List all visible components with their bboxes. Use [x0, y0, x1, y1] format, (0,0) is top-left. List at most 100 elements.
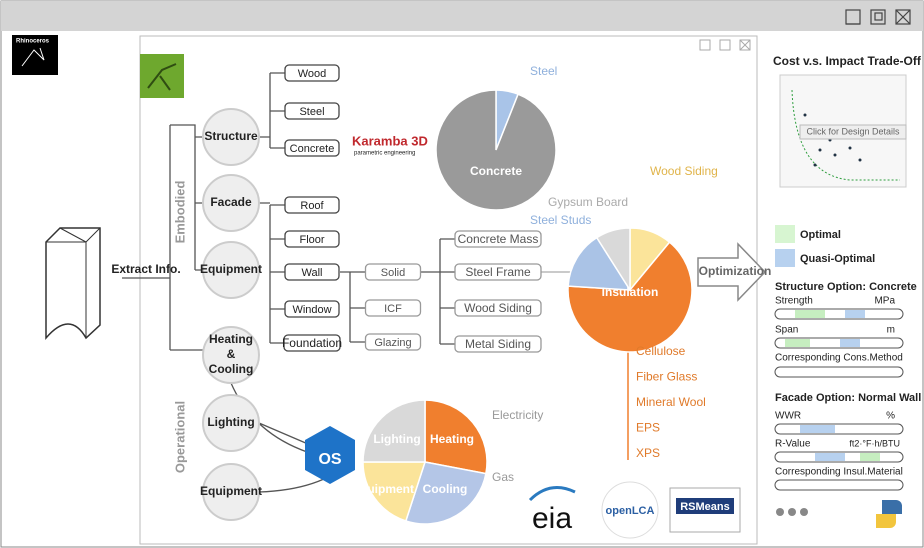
- tree-node: Equipment: [200, 463, 262, 521]
- node-label: Equipment: [200, 262, 262, 276]
- sliders[interactable]: [774, 308, 904, 491]
- box-label: Glazing: [374, 337, 411, 349]
- openstudio-logo: [305, 426, 355, 484]
- tree-box[interactable]: Concrete Mass: [454, 230, 542, 248]
- pareto-front: [791, 89, 900, 181]
- pie-slice: [567, 236, 632, 291]
- group-label: Operational: [172, 401, 187, 473]
- box-label: Foundation: [282, 336, 342, 350]
- logo-text: OS: [318, 451, 341, 468]
- pie-slice: [424, 399, 488, 475]
- tree-box[interactable]: Wood Siding: [454, 299, 542, 317]
- param-label: Corresponding Insul.Material: [775, 467, 903, 478]
- tree-box[interactable]: Concrete: [284, 139, 340, 157]
- box-label: Wood: [298, 68, 327, 80]
- pie-slice: [362, 461, 427, 522]
- tree-box[interactable]: Solid: [364, 263, 422, 281]
- box-label: Solid: [381, 267, 405, 279]
- pie-label: Steel Studs: [530, 213, 591, 227]
- karamba-tagline: parametric engineering: [354, 151, 415, 157]
- box: [454, 335, 542, 353]
- grasshopper-mark: [147, 63, 177, 91]
- node-circle: [202, 241, 260, 299]
- legend-label: Optimal: [800, 229, 841, 241]
- logo-text: RSMeans: [680, 501, 730, 513]
- tree-lines: [122, 72, 455, 351]
- python-logo: [882, 500, 902, 514]
- node-circle: [202, 394, 260, 452]
- section-title: Structure Option: Concrete: [775, 281, 917, 293]
- panel-title: Cost v.s. Impact Trade-Off: [773, 54, 922, 68]
- eia-logo: eia: [532, 502, 572, 535]
- tree-node: Lighting: [202, 394, 260, 452]
- grasshopper-logo: [140, 54, 184, 98]
- material-label: Fiber Glass: [636, 370, 697, 384]
- material-label: Cellulose: [636, 344, 686, 358]
- box: [454, 230, 542, 248]
- tree-box[interactable]: Wall: [284, 263, 340, 281]
- tree-node: Equipment: [200, 241, 262, 299]
- building-edge: [46, 227, 101, 338]
- node-label: Equipment: [200, 484, 262, 498]
- canvas-controls[interactable]: [699, 39, 751, 51]
- tree-box[interactable]: Foundation: [282, 334, 342, 352]
- pie-label: Concrete: [470, 164, 522, 178]
- logo-text: openLCA: [606, 505, 655, 517]
- group-label: Embodied: [172, 181, 187, 244]
- tree-box[interactable]: Window: [284, 300, 340, 318]
- logo-text: Rhinoceros: [16, 39, 50, 45]
- node-label: Lighting: [207, 415, 254, 429]
- scatter-dots: [803, 113, 862, 167]
- rhino-logo: [12, 35, 58, 75]
- python-logo: [876, 514, 896, 528]
- tree-box[interactable]: Roof: [284, 196, 340, 214]
- building-edge: [59, 227, 87, 243]
- section-title: Facade Option: Normal Wall: [775, 392, 921, 404]
- pager-dots[interactable]: [776, 508, 808, 516]
- box: [284, 230, 340, 248]
- box: [283, 334, 341, 352]
- node-label: Facade: [210, 195, 252, 209]
- root-text: Extract Info.: [111, 262, 180, 276]
- eia-swoosh: [528, 486, 576, 502]
- box: [284, 64, 340, 82]
- box: [364, 263, 422, 281]
- tree-box[interactable]: Steel: [284, 102, 340, 120]
- window-controls[interactable]: [845, 9, 911, 25]
- title-bar: [1, 1, 923, 31]
- legend-swatch: [775, 225, 795, 243]
- tree-box[interactable]: Glazing: [364, 333, 422, 351]
- tooltip: [799, 124, 907, 140]
- param-label: Span: [775, 325, 798, 336]
- box-label: Window: [292, 304, 331, 316]
- param-unit: MPa: [874, 296, 895, 307]
- box-label: Roof: [300, 200, 324, 212]
- tree-box[interactable]: Floor: [284, 230, 340, 248]
- logo-mark: [21, 47, 45, 67]
- openlca-logo: [601, 481, 659, 539]
- pie-label: Heating: [430, 432, 474, 446]
- tree-box[interactable]: Wood: [284, 64, 340, 82]
- pie-slice: [567, 241, 693, 353]
- tree-box[interactable]: Metal Siding: [454, 335, 542, 353]
- box-label: Steel Frame: [465, 265, 531, 279]
- arrow-label: Optimization: [699, 264, 772, 278]
- pie-label: Wood Siding: [650, 164, 718, 178]
- param-unit: ft2·°F·h/BTU: [849, 438, 900, 448]
- param-unit: m: [887, 325, 895, 336]
- pie-slice: [404, 461, 487, 525]
- node-circle: [202, 108, 260, 166]
- box-label: Metal Siding: [465, 337, 531, 351]
- root-label: Extract Info.: [111, 262, 180, 276]
- box: [454, 263, 542, 281]
- tree-node: Heating & Cooling: [202, 326, 260, 384]
- param-label: WWR: [775, 411, 801, 422]
- building-icon: [45, 227, 101, 341]
- tree-box[interactable]: ICF: [364, 299, 422, 317]
- param-label: Strength: [775, 296, 813, 307]
- tree-box[interactable]: Steel Frame: [454, 263, 542, 281]
- pie-slice: [595, 227, 631, 293]
- box-label: ICF: [384, 303, 402, 315]
- tree-node: Structure: [202, 108, 260, 166]
- pie-label: Equipment: [352, 482, 414, 496]
